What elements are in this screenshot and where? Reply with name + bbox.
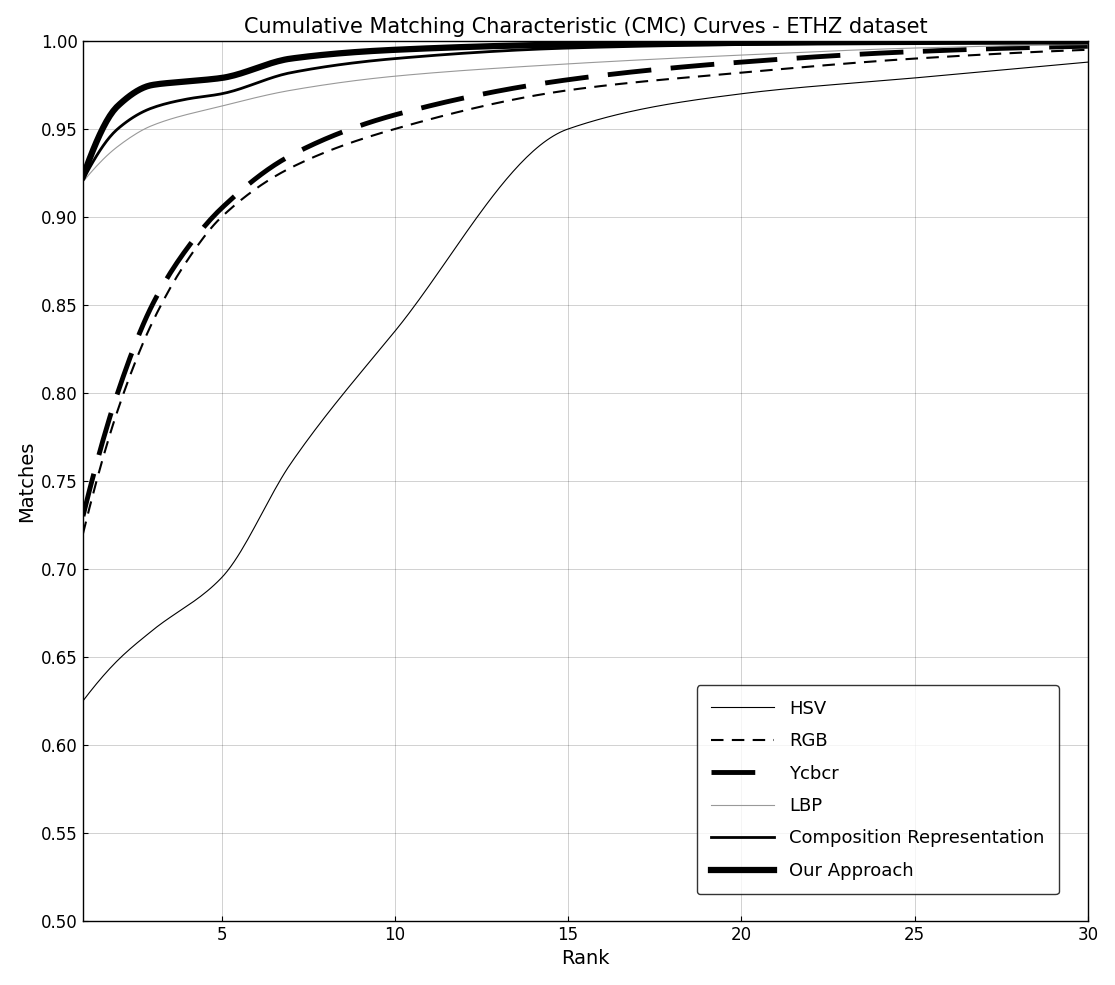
Line: Composition Representation: Composition Representation (83, 42, 1088, 180)
Composition Representation (79, 167, 93, 179)
Composition Representation (923, 36, 937, 48)
Ycbcr (923, 45, 937, 57)
Ycbcr (675, 61, 688, 73)
HSV (76, 695, 89, 707)
Our Approach (76, 170, 89, 182)
Line: RGB: RGB (83, 50, 1088, 534)
HSV (987, 65, 1000, 77)
Line: Our Approach: Our Approach (83, 41, 1088, 176)
Our Approach (691, 37, 705, 49)
Composition Representation (671, 39, 685, 51)
Line: LBP: LBP (83, 44, 1088, 182)
HSV (675, 97, 688, 108)
Our Approach (923, 35, 937, 47)
LBP (675, 52, 688, 64)
Our Approach (675, 37, 688, 49)
Our Approach (671, 37, 685, 49)
Composition Representation (1082, 36, 1095, 48)
Composition Representation (675, 39, 688, 51)
Our Approach (987, 35, 1000, 47)
Ycbcr (76, 510, 89, 522)
RGB (671, 72, 685, 84)
Line: Ycbcr: Ycbcr (83, 46, 1088, 516)
HSV (691, 94, 705, 105)
LBP (691, 51, 705, 63)
Composition Representation (987, 36, 1000, 48)
LBP (671, 52, 685, 64)
Ycbcr (79, 496, 93, 508)
Ycbcr (671, 61, 685, 73)
LBP (79, 171, 93, 183)
Title: Cumulative Matching Characteristic (CMC) Curves - ETHZ dataset: Cumulative Matching Characteristic (CMC)… (243, 17, 928, 36)
Composition Representation (691, 39, 705, 51)
Ycbcr (1082, 40, 1095, 52)
HSV (923, 71, 937, 83)
Our Approach (1082, 35, 1095, 47)
RGB (923, 52, 937, 64)
HSV (1082, 56, 1095, 68)
X-axis label: Rank: Rank (561, 950, 610, 968)
RGB (691, 71, 705, 83)
Legend: HSV, RGB, Ycbcr, LBP, Composition Representation, Our Approach: HSV, RGB, Ycbcr, LBP, Composition Repres… (697, 686, 1058, 894)
HSV (671, 97, 685, 108)
RGB (987, 48, 1000, 60)
RGB (76, 528, 89, 540)
LBP (923, 41, 937, 53)
Ycbcr (987, 42, 1000, 54)
Ycbcr (691, 60, 705, 72)
HSV (79, 690, 93, 702)
Line: HSV: HSV (83, 62, 1088, 701)
Y-axis label: Matches: Matches (17, 440, 36, 522)
LBP (987, 40, 1000, 52)
LBP (1082, 38, 1095, 50)
Our Approach (79, 162, 93, 173)
RGB (675, 72, 688, 84)
RGB (1082, 44, 1095, 56)
Composition Representation (76, 174, 89, 186)
RGB (79, 514, 93, 526)
LBP (76, 176, 89, 188)
